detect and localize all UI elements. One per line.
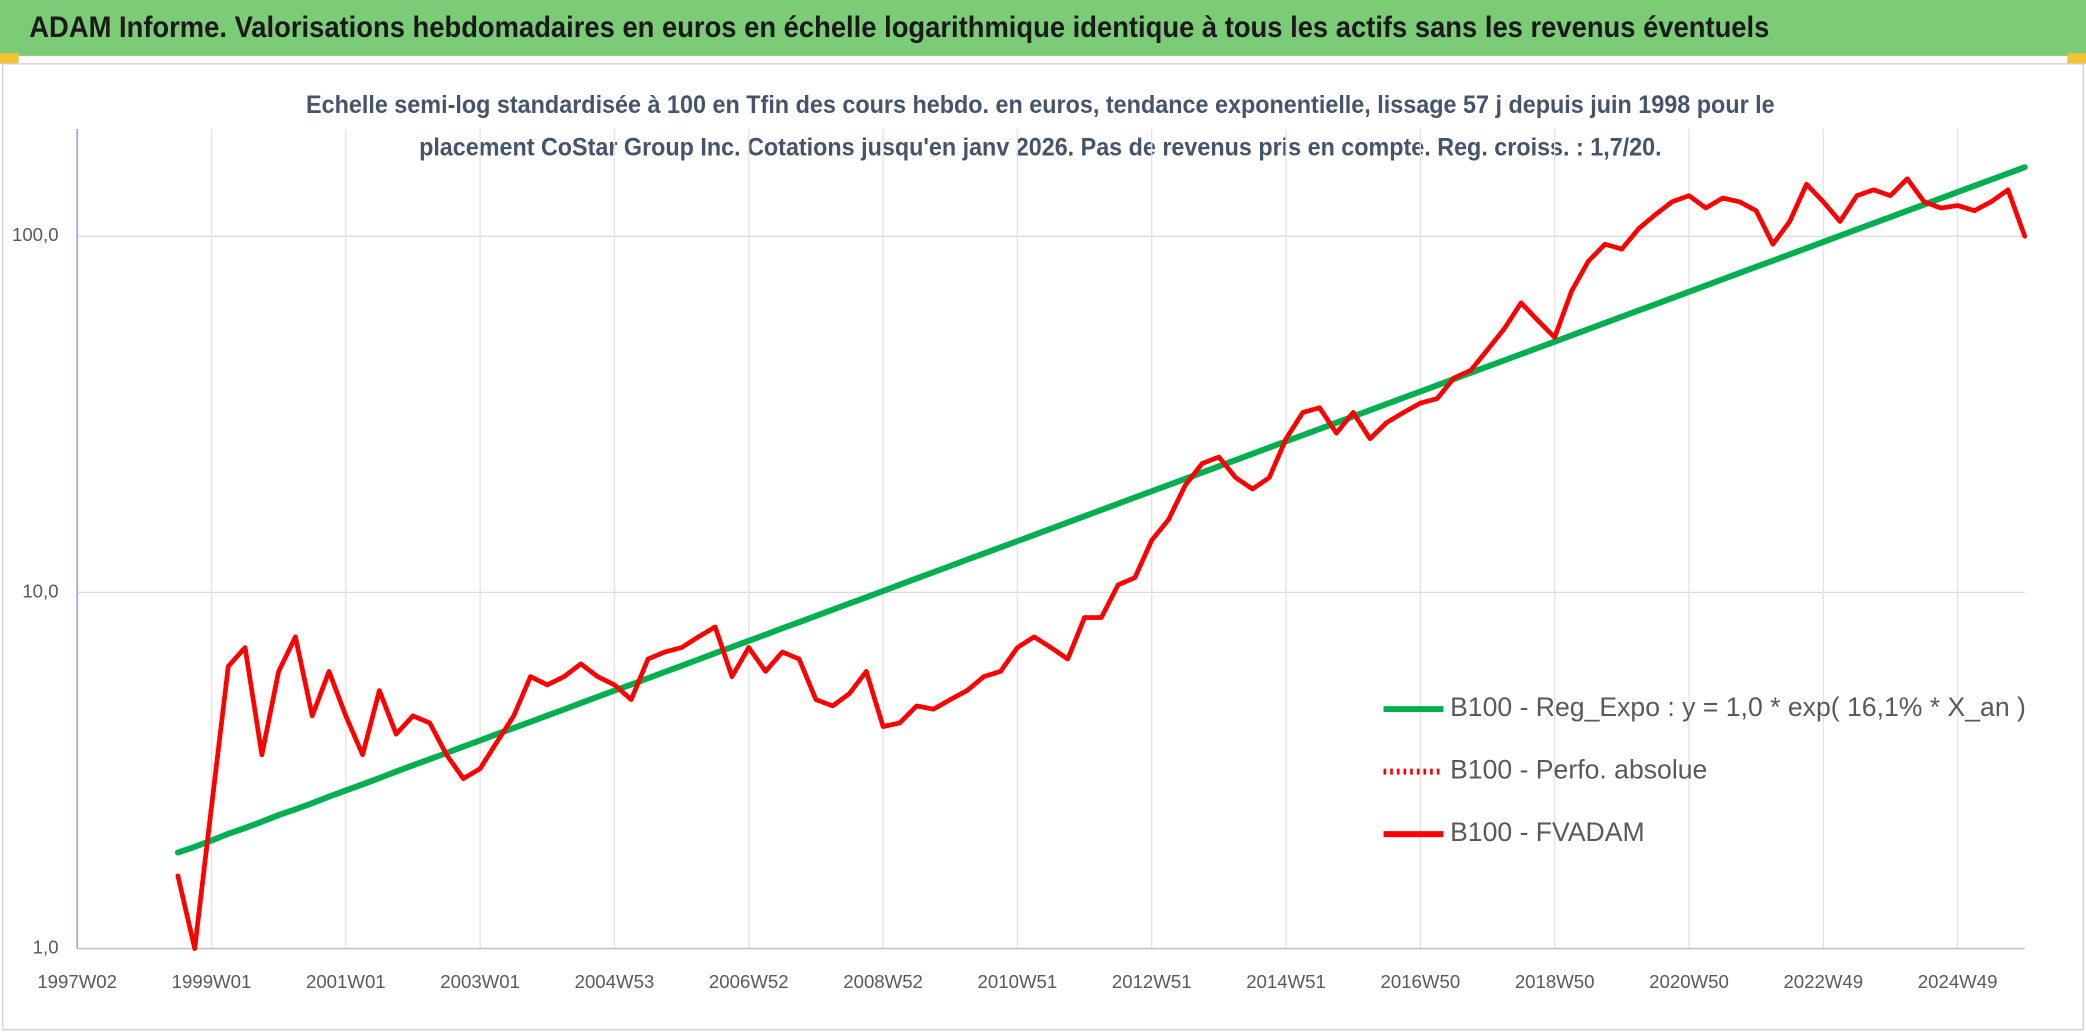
x-tick-label: 1999W01	[172, 971, 252, 992]
legend-label: B100 - Perfo. absolue	[1450, 755, 1707, 785]
y-tick-label: 1,0	[33, 936, 59, 957]
page-title: ADAM Informe. Valorisations hebdomadaire…	[29, 12, 1769, 44]
x-tick-label: 2016W50	[1381, 971, 1461, 992]
x-tick-label: 2003W01	[440, 971, 520, 992]
y-tick-label: 10,0	[22, 580, 58, 601]
header-bar	[0, 0, 2086, 56]
x-tick-label: 2001W01	[306, 971, 386, 992]
subtitle: placement CoStar Group Inc. Cotations ju…	[419, 134, 1662, 162]
legend-label: B100 - Reg_Expo : y = 1,0 * exp( 16,1% *…	[1450, 692, 2026, 722]
y-tick-label: 100,0	[12, 224, 59, 245]
x-tick-label: 2006W52	[709, 971, 789, 992]
series-line	[175, 176, 2028, 951]
x-tick-label: 2024W49	[1918, 971, 1998, 992]
x-tick-label: 2022W49	[1783, 971, 1863, 992]
legend-label: B100 - FVADAM	[1450, 817, 1645, 847]
x-tick-label: 2004W53	[575, 971, 655, 992]
x-tick-label: 2008W52	[843, 971, 923, 992]
corner-mark	[2067, 53, 2086, 64]
x-tick-label: 1997W02	[37, 971, 117, 992]
x-tick-label: 2012W51	[1112, 971, 1192, 992]
subtitle: Echelle semi-log standardisée à 100 en T…	[306, 91, 1775, 119]
x-tick-label: 2010W51	[978, 971, 1058, 992]
series-line	[174, 164, 2028, 856]
x-tick-label: 2018W50	[1515, 971, 1595, 992]
x-tick-label: 2014W51	[1246, 971, 1326, 992]
chart-frame	[2, 63, 2084, 1031]
corner-mark	[0, 53, 19, 64]
x-tick-label: 2020W50	[1649, 971, 1729, 992]
